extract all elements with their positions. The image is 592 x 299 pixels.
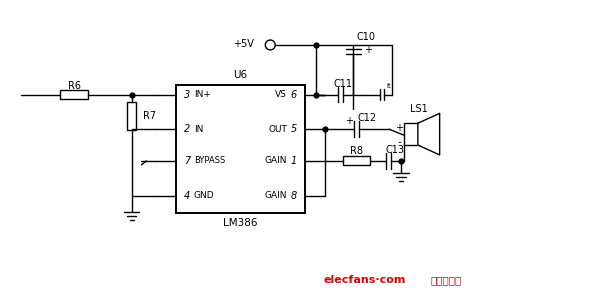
Text: +: + [395,123,403,133]
Text: C10: C10 [356,32,375,42]
Text: C12: C12 [358,113,377,123]
Text: 7: 7 [184,156,190,166]
Text: it: it [387,83,391,89]
Polygon shape [418,113,440,155]
Text: IN+: IN+ [194,90,211,99]
Bar [176,85,305,213]
Text: C11: C11 [333,79,353,89]
Text: -: - [397,137,401,147]
Bar [60,90,88,99]
Text: GAIN: GAIN [265,156,287,165]
Text: 4: 4 [184,190,190,201]
Text: OUT: OUT [268,125,287,134]
Text: IN: IN [194,125,203,134]
Text: BYPASS: BYPASS [194,156,225,165]
Text: +: + [364,45,372,55]
Text: LS1: LS1 [410,104,428,115]
Text: elecfans·com: elecfans·com [323,275,406,285]
Text: LM386: LM386 [223,218,258,228]
Bar [343,156,371,165]
Text: 电子发烧友: 电子发烧友 [431,275,462,285]
Text: 3: 3 [184,89,190,100]
Text: 6: 6 [291,89,297,100]
Text: R6: R6 [67,81,81,91]
Bar [127,103,137,130]
Text: C13: C13 [385,145,404,155]
Bar [404,123,418,145]
Text: R7: R7 [143,111,156,121]
Text: +: + [346,116,353,126]
Text: +5V: +5V [233,39,255,49]
Text: GND: GND [194,191,214,200]
Text: 1: 1 [291,156,297,166]
Text: U6: U6 [233,70,247,80]
Text: 8: 8 [291,190,297,201]
Text: VS: VS [275,90,287,99]
Text: 5: 5 [291,124,297,134]
Text: R8: R8 [350,146,363,156]
Text: 2: 2 [184,124,190,134]
Text: GAIN: GAIN [265,191,287,200]
